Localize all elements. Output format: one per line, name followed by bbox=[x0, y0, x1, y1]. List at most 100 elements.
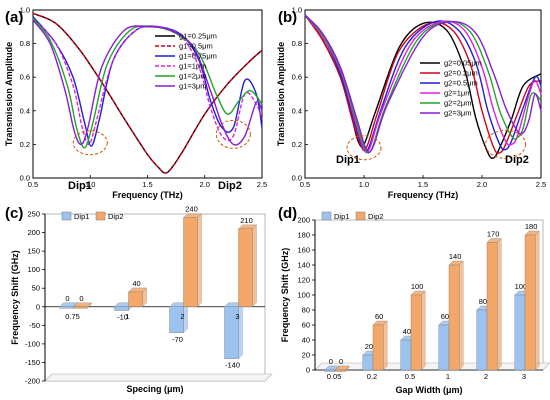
legend-entry: g2=0.5μm bbox=[444, 79, 478, 88]
x-tick-label: 2.5 bbox=[257, 180, 267, 189]
y-tick-label: 0.6 bbox=[292, 73, 302, 82]
dip-label-2: Dip2 bbox=[218, 180, 242, 192]
y-tick-label: 140 bbox=[297, 261, 310, 270]
legend-entry: g2=3μm bbox=[444, 109, 471, 118]
y-tick-label: 0.0 bbox=[20, 174, 30, 183]
plot-frame bbox=[314, 219, 544, 371]
dip-marker-2 bbox=[215, 119, 251, 149]
legend-entry: g2=2μm bbox=[444, 99, 471, 108]
x-tick-label: 2.0 bbox=[200, 180, 210, 189]
series-line-0 bbox=[32, 12, 263, 174]
legend-entry: g2=0.2μm bbox=[444, 69, 478, 78]
y-axis-label: Transmission Amplitude bbox=[4, 42, 14, 146]
legend-entry: g2=1μm bbox=[444, 89, 471, 98]
plot-frame bbox=[304, 9, 542, 179]
y-tick-label: 200 bbox=[297, 216, 310, 225]
y-tick-label: 250 bbox=[27, 210, 40, 219]
legend-swatch bbox=[355, 211, 366, 221]
bar-dip2-1 bbox=[448, 264, 460, 371]
bar-dip1-1 bbox=[114, 306, 129, 311]
bar-dip2-1 bbox=[128, 291, 143, 307]
y-axis-label: Frequency Shift (GHz) bbox=[280, 248, 290, 343]
bar-value-label: 140 bbox=[449, 252, 462, 261]
y-axis-label: Transmission Amplitude bbox=[276, 42, 286, 146]
panel-label: (d) bbox=[278, 205, 297, 222]
x-axis-label: Frequency (THz) bbox=[112, 190, 183, 200]
bar-dip1-3 bbox=[224, 306, 239, 359]
panel-label: (a) bbox=[5, 9, 23, 26]
bar-side bbox=[197, 213, 202, 308]
x-tick-label: 3 bbox=[522, 372, 526, 381]
y-tick-label: 0.8 bbox=[20, 39, 30, 48]
line-panel-b: 0.5 1.0 1.5 2.0 2.5 0.0 0.2 0.4 0.6 0.8 1.0 Frequen… bbox=[276, 6, 546, 201]
y-axis-label: Frequency Shift (GHz) bbox=[10, 250, 20, 345]
series-line-5 bbox=[32, 19, 263, 146]
y-tick-label: 60 bbox=[302, 321, 310, 330]
y-tick-label: -200 bbox=[25, 377, 40, 386]
bar-dip2-3 bbox=[238, 228, 253, 307]
y-tick-label: 20 bbox=[302, 351, 310, 360]
y-tick-label: 0.8 bbox=[292, 39, 302, 48]
x-tick-label: 1.0 bbox=[359, 180, 369, 189]
bar-value-label: 100 bbox=[515, 282, 528, 291]
legend-entry: g1=0.5μm bbox=[179, 42, 213, 51]
y-tick-label: -150 bbox=[25, 358, 40, 367]
bar-value-label: 20 bbox=[365, 342, 373, 351]
y-tick-label: -100 bbox=[25, 339, 40, 348]
x-tick-label: 2.0 bbox=[477, 180, 487, 189]
bar-dip2-3 bbox=[524, 234, 536, 371]
bar-value-label: 60 bbox=[441, 312, 449, 321]
y-tick-label: 0.0 bbox=[292, 174, 302, 183]
bar-value-label: 170 bbox=[487, 230, 500, 239]
x-tick-label: 1.0 bbox=[85, 180, 95, 189]
bar-side bbox=[535, 230, 540, 371]
bar-dip1-2 bbox=[476, 309, 488, 371]
y-tick-label: 0 bbox=[306, 366, 310, 375]
bar-side bbox=[497, 238, 502, 371]
series-line-5 bbox=[304, 14, 542, 154]
y-tick-label: 80 bbox=[302, 306, 310, 315]
bar-dip2-0.2 bbox=[372, 324, 384, 371]
y-tick-label: 100 bbox=[27, 265, 40, 274]
bar-value-label: -10 bbox=[117, 312, 128, 321]
legend-entry: g1=3μm bbox=[179, 82, 206, 91]
bar-value-label: 60 bbox=[375, 312, 383, 321]
x-tick-label: 2 bbox=[180, 312, 184, 321]
x-tick-label: 0.2 bbox=[367, 372, 377, 381]
bar-value-label: 80 bbox=[479, 297, 487, 306]
bar-value-label: 0 bbox=[329, 357, 333, 366]
y-tick-label: 50 bbox=[32, 284, 40, 293]
bar-dip1-1 bbox=[438, 324, 450, 371]
y-tick-label: 180 bbox=[297, 231, 310, 240]
dip-marker-2 bbox=[485, 129, 527, 159]
bar-value-label: -70 bbox=[172, 335, 183, 344]
y-tick-label: -50 bbox=[29, 321, 40, 330]
plot-floor bbox=[44, 373, 273, 382]
series-line-3 bbox=[32, 17, 263, 146]
bar-value-label: 40 bbox=[132, 279, 140, 288]
y-tick-label: 0.2 bbox=[20, 140, 30, 149]
x-tick-label: 1.5 bbox=[418, 180, 428, 189]
panel-label: (b) bbox=[278, 9, 297, 26]
bar-value-label: 240 bbox=[185, 205, 198, 214]
x-tick-label: 0.5 bbox=[28, 180, 38, 189]
dip-label-2: Dip2 bbox=[505, 154, 529, 166]
series-line-1 bbox=[32, 12, 263, 174]
bar-panel-c: -200 -150 -100 -50 0 50 100 150 200 250 0 0 0.75 -10 4… bbox=[5, 205, 273, 394]
bar-dip2-0.05 bbox=[334, 369, 346, 372]
legend-entry: Dip1 bbox=[74, 212, 89, 221]
bar-dip2-0.5 bbox=[410, 294, 422, 371]
x-tick-label: 2 bbox=[484, 372, 488, 381]
series-line-2 bbox=[32, 16, 263, 147]
x-tick-label: 0.05 bbox=[327, 372, 342, 381]
bar-dip1-0.2 bbox=[362, 354, 374, 371]
bar-value-label: -140 bbox=[225, 361, 240, 370]
y-tick-label: 0.4 bbox=[292, 106, 302, 115]
legend-entry: g1=0.75μm bbox=[179, 52, 217, 61]
x-axis-label: Gap Width (μm) bbox=[396, 385, 463, 395]
y-tick-label: 160 bbox=[297, 246, 310, 255]
bar-value-label: 100 bbox=[411, 282, 424, 291]
x-tick-label: 0.5 bbox=[300, 180, 310, 189]
